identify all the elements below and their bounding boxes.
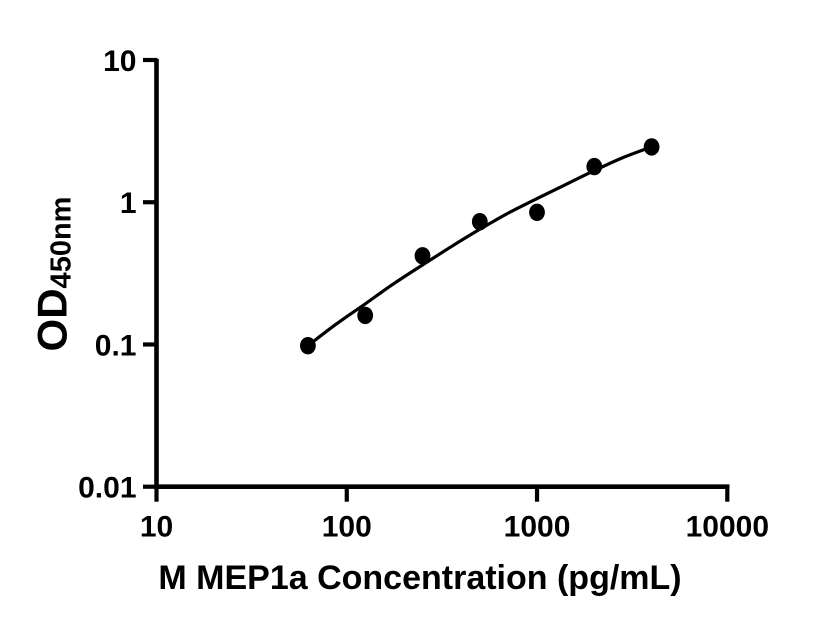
y-axis-ticks: 10 1 0.1 0.01	[78, 45, 158, 505]
x-tick-label: 100	[322, 511, 372, 544]
data-point	[414, 247, 431, 265]
x-tick-label: 10000	[686, 511, 769, 544]
data-point	[471, 213, 488, 231]
y-tick-label: 0.01	[78, 472, 136, 505]
data-point	[643, 138, 660, 156]
y-axis-title-subscript: 450nm	[46, 197, 78, 289]
x-axis-title: M MEP1a Concentration (pg/mL)	[158, 559, 681, 597]
y-tick-label: 1	[120, 187, 137, 220]
y-axis-title: OD450nm	[29, 197, 78, 352]
x-tick-label: 10	[140, 511, 173, 544]
data-point	[300, 337, 316, 355]
data-points-group	[300, 138, 660, 355]
x-tick-label: 1000	[504, 511, 571, 544]
svg-text:OD450nm: OD450nm	[29, 197, 78, 352]
y-tick-label: 10	[103, 45, 136, 78]
y-tick-label: 0.1	[95, 329, 137, 362]
data-point	[586, 157, 603, 176]
y-axis-title-main: OD	[29, 288, 76, 351]
data-point	[357, 306, 374, 325]
x-axis-ticks: 10 100 1000 10000	[140, 486, 769, 544]
data-point	[529, 203, 545, 221]
